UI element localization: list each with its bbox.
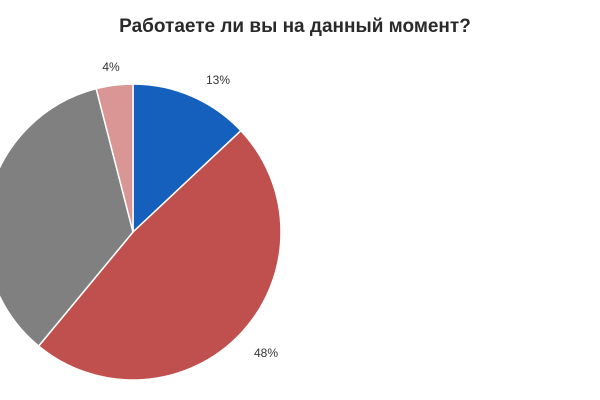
data-label-2: 48%	[254, 346, 278, 360]
pie-slice-2	[37, 129, 282, 381]
pie-slice-4	[95, 83, 134, 233]
data-label-1: 13%	[206, 73, 230, 87]
pie-slice-1	[132, 83, 242, 234]
chart-title: Работаете ли вы на данный момент?	[119, 16, 471, 37]
data-label-4: 4%	[102, 60, 120, 74]
pie-slice-3	[0, 87, 134, 348]
